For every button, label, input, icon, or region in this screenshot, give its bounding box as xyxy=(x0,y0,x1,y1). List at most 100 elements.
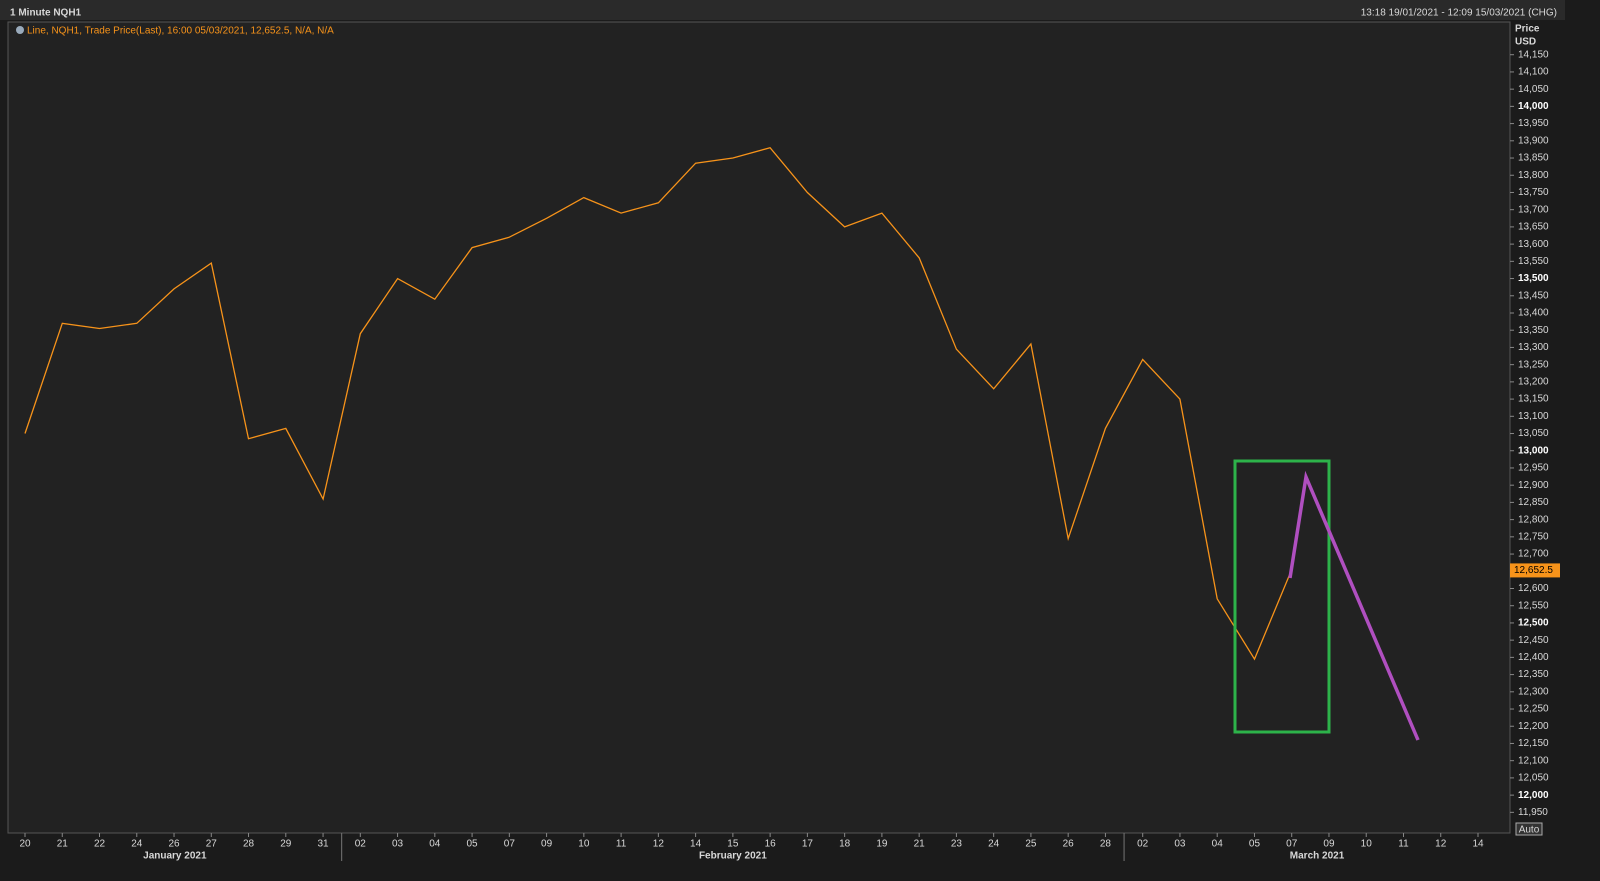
y-tick-label: 13,700 xyxy=(1518,204,1549,215)
y-tick-label: 12,500 xyxy=(1518,618,1549,629)
y-tick-label: 13,750 xyxy=(1518,187,1549,198)
annotation-line xyxy=(1288,470,1420,741)
y-tick-label: 13,550 xyxy=(1518,256,1549,267)
y-tick-label: 12,700 xyxy=(1518,549,1549,560)
y-axis-label: Price xyxy=(1515,24,1540,35)
legend-icon xyxy=(16,26,24,34)
y-tick-label: 14,100 xyxy=(1518,67,1549,78)
x-tick-label: 11 xyxy=(616,839,627,850)
y-tick-label: 12,100 xyxy=(1518,755,1549,766)
y-tick-label: 13,900 xyxy=(1518,135,1549,146)
y-tick-label: 13,950 xyxy=(1518,118,1549,129)
y-tick-label: 13,300 xyxy=(1518,342,1549,353)
x-tick-label: 22 xyxy=(94,839,106,850)
last-price-label: 12,652.5 xyxy=(1514,565,1553,576)
y-tick-label: 13,450 xyxy=(1518,290,1549,301)
y-tick-label: 12,850 xyxy=(1518,497,1549,508)
x-tick-label: 02 xyxy=(355,839,367,850)
x-tick-label: 20 xyxy=(19,839,31,850)
y-tick-label: 12,800 xyxy=(1518,514,1549,525)
x-tick-label: 07 xyxy=(504,839,516,850)
x-tick-label: 03 xyxy=(392,839,404,850)
y-tick-label: 12,900 xyxy=(1518,480,1549,491)
x-tick-label: 26 xyxy=(1063,839,1075,850)
last-price-tag xyxy=(1510,563,1560,578)
x-tick-label: 28 xyxy=(243,839,255,850)
x-tick-label: 31 xyxy=(317,839,329,850)
x-tick-label: 09 xyxy=(1323,839,1335,850)
y-tick-label: 13,400 xyxy=(1518,308,1549,319)
x-tick-label: 02 xyxy=(1137,839,1149,850)
y-tick-label: 13,200 xyxy=(1518,377,1549,388)
y-tick-label: 12,450 xyxy=(1518,635,1549,646)
y-tick-label: 11,950 xyxy=(1518,807,1548,818)
y-tick-label: 12,200 xyxy=(1518,721,1549,732)
x-tick-label: 14 xyxy=(1472,839,1484,850)
y-tick-label: 12,250 xyxy=(1518,704,1549,715)
y-tick-label: 12,050 xyxy=(1518,773,1549,784)
x-tick-label: 23 xyxy=(951,839,963,850)
x-tick-label: 26 xyxy=(168,839,180,850)
header-bar xyxy=(0,0,1565,20)
x-tick-label: 17 xyxy=(802,839,814,850)
x-tick-label: 10 xyxy=(578,839,590,850)
annotation-box xyxy=(1233,459,1331,734)
y-axis-unit: USD xyxy=(1515,37,1536,48)
price-line xyxy=(24,146,1293,661)
x-tick-label: 15 xyxy=(727,839,739,850)
y-tick-label: 12,600 xyxy=(1518,583,1549,594)
chart-subtitle: 13:18 19/01/2021 - 12:09 15/03/2021 (CHG… xyxy=(1361,8,1557,19)
y-tick-label: 13,050 xyxy=(1518,428,1549,439)
legend-text[interactable]: Line, NQH1, Trade Price(Last), 16:00 05/… xyxy=(27,26,334,37)
y-tick-label: 14,050 xyxy=(1518,84,1549,95)
y-tick-label: 13,650 xyxy=(1518,222,1549,233)
y-tick-label: 12,000 xyxy=(1518,790,1549,801)
x-tick-label: 04 xyxy=(1212,839,1224,850)
y-tick-label: 12,150 xyxy=(1518,738,1549,749)
x-tick-label: 12 xyxy=(653,839,665,850)
x-tick-label: 12 xyxy=(1435,839,1447,850)
y-tick-label: 13,350 xyxy=(1518,325,1549,336)
y-tick-label: 13,500 xyxy=(1518,273,1549,284)
y-tick-label: 13,600 xyxy=(1518,239,1549,250)
y-tick-label: 12,350 xyxy=(1518,669,1549,680)
month-label: January 2021 xyxy=(143,851,207,862)
x-tick-label: 28 xyxy=(1100,839,1112,850)
y-tick-label: 14,000 xyxy=(1518,101,1549,112)
month-label: March 2021 xyxy=(1290,851,1345,862)
x-tick-label: 25 xyxy=(1025,839,1037,850)
y-tick-label: 13,250 xyxy=(1518,359,1549,370)
x-tick-label: 14 xyxy=(690,839,702,850)
x-tick-label: 04 xyxy=(429,839,441,850)
y-tick-label: 13,850 xyxy=(1518,153,1549,164)
y-tick-label: 13,150 xyxy=(1518,394,1549,405)
auto-button-label[interactable]: Auto xyxy=(1519,825,1540,836)
month-label: February 2021 xyxy=(699,851,767,862)
x-tick-label: 21 xyxy=(57,839,69,850)
chart-title: 1 Minute NQH1 xyxy=(10,8,82,19)
y-tick-label: 13,100 xyxy=(1518,411,1549,422)
x-tick-label: 05 xyxy=(1249,839,1261,850)
x-tick-label: 07 xyxy=(1286,839,1298,850)
x-tick-label: 29 xyxy=(280,839,292,850)
x-tick-label: 24 xyxy=(988,839,1000,850)
y-tick-label: 13,000 xyxy=(1518,445,1549,456)
x-tick-label: 27 xyxy=(206,839,218,850)
x-tick-label: 03 xyxy=(1174,839,1186,850)
x-tick-label: 16 xyxy=(765,839,777,850)
x-tick-label: 21 xyxy=(914,839,926,850)
y-tick-label: 12,400 xyxy=(1518,652,1549,663)
y-tick-label: 14,150 xyxy=(1518,49,1549,60)
plot-area xyxy=(7,21,1511,834)
x-tick-label: 10 xyxy=(1361,839,1373,850)
x-tick-label: 09 xyxy=(541,839,553,850)
x-tick-label: 19 xyxy=(876,839,888,850)
marks: 11,950 12,000 12,050 12,100 12,150 12,200 12,2… xyxy=(19,49,1560,862)
auto-button[interactable] xyxy=(1515,822,1543,836)
y-tick-label: 12,750 xyxy=(1518,531,1549,542)
y-tick-label: 12,300 xyxy=(1518,686,1549,697)
x-tick-label: 18 xyxy=(839,839,851,850)
y-tick-label: 12,550 xyxy=(1518,600,1549,611)
